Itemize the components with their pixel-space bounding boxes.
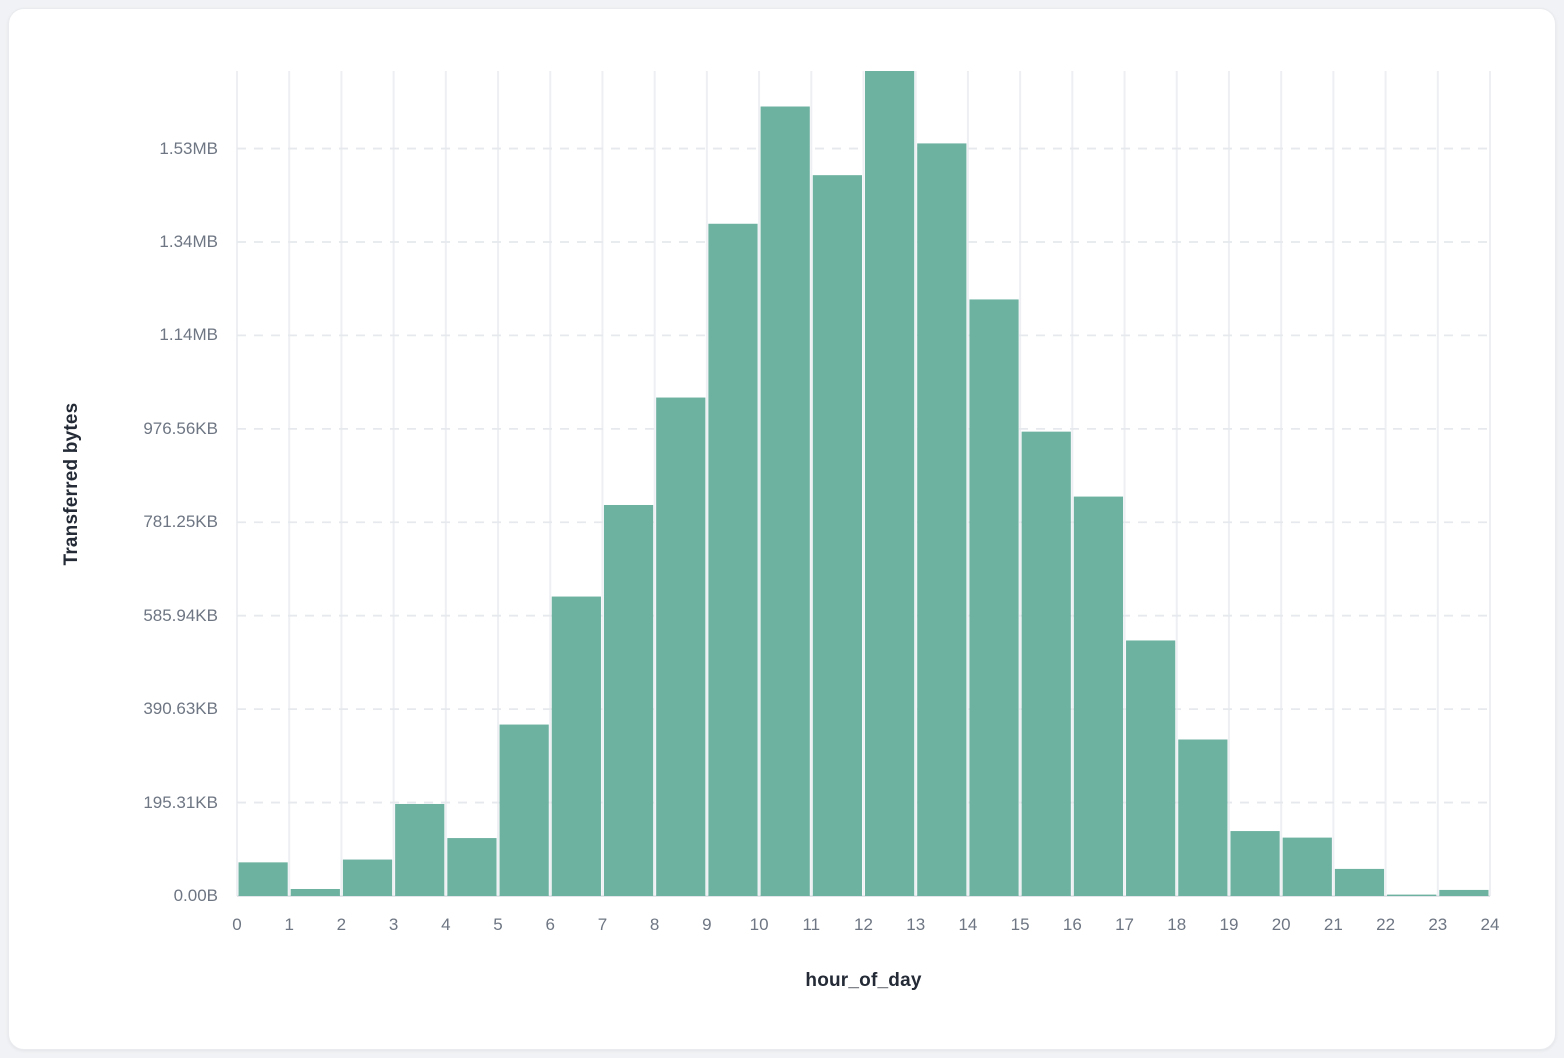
x-tick-label: 10 [749, 915, 769, 934]
bar-hour-19[interactable] [1230, 831, 1280, 896]
bar-hour-22[interactable] [1387, 894, 1437, 896]
bar-hour-14[interactable] [969, 299, 1019, 897]
bar-hour-0[interactable] [238, 862, 288, 896]
x-tick-label: 12 [854, 915, 873, 934]
bar-hour-21[interactable] [1334, 868, 1385, 896]
bar-hour-12[interactable] [865, 71, 915, 896]
bar-hour-4[interactable] [447, 838, 497, 896]
x-tick-label: 16 [1062, 915, 1082, 934]
bar-hour-13[interactable] [917, 143, 967, 896]
x-tick-label: 22 [1376, 915, 1396, 934]
x-tick-label: 6 [545, 915, 555, 934]
bar-hour-18[interactable] [1178, 739, 1228, 896]
y-tick-label: 781.25KB [143, 512, 218, 532]
y-tick-label: 1.14MB [159, 325, 218, 345]
bar-hour-15[interactable] [1021, 431, 1071, 896]
y-tick-label: 976.56KB [143, 418, 218, 438]
x-tick-label: 20 [1271, 915, 1291, 934]
y-tick-label: 0.00B [173, 886, 218, 905]
bar-hour-10[interactable] [760, 106, 810, 896]
bar-hour-2[interactable] [342, 859, 393, 896]
x-tick-label: 7 [597, 915, 608, 934]
bar-hour-6[interactable] [551, 596, 601, 896]
bar-hour-11[interactable] [812, 175, 862, 897]
x-tick-label: 23 [1428, 915, 1448, 934]
y-tick-label: 1.34MB [159, 231, 218, 251]
bar-hour-16[interactable] [1073, 496, 1124, 896]
x-tick-label: 19 [1219, 915, 1239, 934]
x-tick-label: 4 [441, 915, 451, 934]
bar-hour-23[interactable] [1439, 889, 1489, 896]
x-tick-label: 15 [1010, 915, 1030, 934]
x-tick-label: 13 [906, 915, 926, 934]
bar-hour-8[interactable] [656, 397, 706, 896]
bar-hour-9[interactable] [708, 223, 758, 896]
bar-hour-3[interactable] [395, 803, 445, 896]
x-tick-label: 11 [802, 915, 821, 934]
x-tick-label: 24 [1480, 915, 1500, 934]
x-tick-label: 1 [284, 915, 294, 934]
bar-hour-20[interactable] [1282, 837, 1332, 896]
y-tick-label: 585.94KB [143, 605, 218, 625]
bar-hour-1[interactable] [290, 888, 340, 896]
y-axis-title: Transferred bytes [61, 402, 82, 566]
bar-hour-7[interactable] [603, 504, 654, 896]
x-tick-label: 0 [232, 915, 242, 934]
bar-hour-17[interactable] [1126, 640, 1176, 896]
x-tick-label: 8 [649, 915, 660, 934]
x-tick-label: 2 [336, 915, 347, 934]
x-axis-title: hour_of_day [805, 970, 922, 991]
x-tick-label: 18 [1167, 915, 1187, 934]
x-tick-label: 5 [493, 915, 503, 934]
bar-hour-5[interactable] [499, 724, 549, 896]
y-tick-label: 390.63KB [143, 699, 218, 719]
x-tick-label: 3 [388, 915, 399, 934]
x-tick-label: 17 [1115, 915, 1134, 934]
y-tick-label: 1.53MB [159, 138, 218, 158]
x-tick-label: 14 [958, 915, 978, 934]
x-tick-label: 9 [702, 915, 712, 934]
y-tick-label: 195.31KB [143, 792, 218, 812]
x-tick-label: 21 [1323, 915, 1343, 934]
